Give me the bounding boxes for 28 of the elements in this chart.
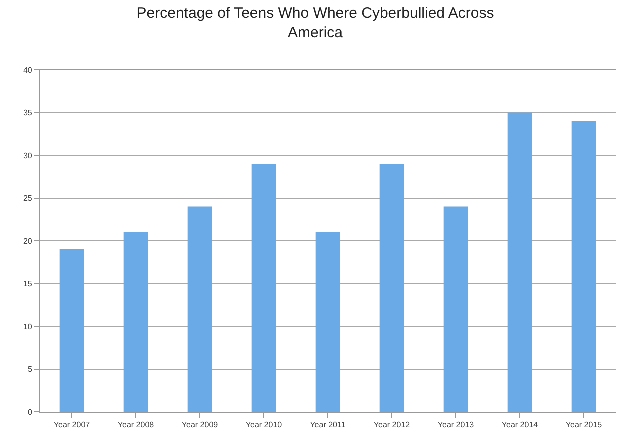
bar: [380, 164, 404, 412]
x-tick-label: Year 2014: [502, 420, 539, 430]
x-tick-label: Year 2009: [182, 420, 219, 430]
x-tick-label: Year 2008: [118, 420, 155, 430]
y-tick-label: 30: [23, 151, 33, 160]
y-tick-label: 15: [23, 280, 33, 289]
bar: [60, 250, 84, 412]
y-tick-label: 25: [23, 194, 33, 204]
y-tick-label: 40: [23, 66, 33, 75]
x-tick-label: Year 2015: [566, 420, 603, 430]
y-tick-label: 5: [28, 365, 33, 374]
y-tick-label: 10: [23, 322, 33, 332]
bar: [508, 112, 532, 412]
x-tick-label: Year 2007: [54, 420, 91, 430]
x-tick-label: Year 2011: [310, 420, 346, 430]
bar: [124, 232, 148, 412]
bar: [444, 206, 468, 412]
chart-title: Percentage of Teens Who Where Cyberbullied Across America: [136, 4, 494, 42]
bar: [572, 121, 596, 412]
x-tick-label: Year 2010: [246, 420, 283, 430]
y-tick-label: 0: [28, 408, 33, 417]
x-tick-label: Year 2012: [374, 420, 411, 430]
bar: [252, 164, 276, 412]
bar: [316, 232, 340, 412]
y-tick-label: 35: [23, 108, 33, 118]
x-tick-label: Year 2013: [438, 420, 475, 430]
bar: [188, 206, 212, 412]
y-tick-label: 20: [23, 236, 33, 246]
